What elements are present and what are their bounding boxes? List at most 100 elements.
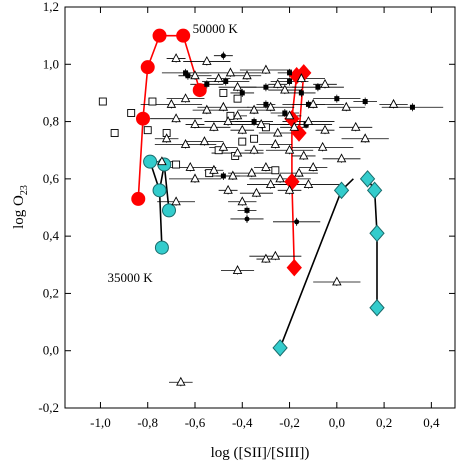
open-square-point	[110, 129, 119, 137]
open-triangle-point	[296, 73, 307, 83]
open-triangle-point	[209, 121, 219, 131]
open-square-point	[250, 134, 259, 143]
open-triangle-point	[202, 55, 212, 65]
open-triangle-point	[256, 118, 266, 128]
open-triangle-point	[270, 250, 281, 260]
open-triangle-point	[360, 133, 370, 143]
open-triangle-point	[185, 161, 196, 171]
model-point-diamond	[333, 181, 350, 200]
filled-square-point	[409, 104, 415, 110]
open-triangle-point	[180, 139, 191, 148]
data-points	[98, 28, 444, 387]
open-triangle-point	[261, 161, 271, 171]
open-triangle-point	[298, 150, 309, 160]
model-point-circle	[131, 191, 146, 206]
model-point-diamond	[366, 181, 383, 200]
open-square-point	[127, 109, 136, 117]
model-line	[366, 178, 378, 308]
model-point-diamond	[369, 298, 385, 317]
open-triangle-point	[223, 184, 233, 194]
open-triangle-point	[317, 141, 328, 151]
open-triangle-point	[350, 121, 361, 131]
filled-square-point	[223, 78, 229, 84]
open-triangle-point	[232, 265, 243, 274]
x-tick-label: 0,2	[376, 415, 392, 430]
model-line	[137, 34, 201, 199]
open-triangle-point	[176, 376, 186, 386]
open-triangle-point	[202, 104, 212, 114]
filled-square-point	[334, 96, 340, 102]
open-triangle-point	[265, 179, 276, 189]
open-triangle-point	[320, 124, 330, 134]
open-triangle-point	[237, 196, 248, 206]
model-point-diamond	[272, 339, 288, 357]
filled-square-point	[251, 119, 257, 125]
open-triangle-point	[272, 127, 283, 137]
open-square-point	[219, 88, 228, 97]
open-triangle-point	[218, 101, 229, 111]
y-tick-label: 0,2	[43, 285, 59, 300]
model-point-circle	[140, 60, 155, 75]
x-tick-label: -0,2	[279, 415, 300, 430]
open-triangle-point	[171, 196, 181, 206]
open-triangle-point	[190, 173, 200, 183]
x-tick-label: -0,4	[232, 415, 253, 430]
filled-square-point	[204, 81, 210, 87]
open-triangle-point	[209, 164, 219, 174]
filled-square-point	[263, 101, 269, 107]
open-triangle-point	[199, 136, 210, 146]
open-triangle-point	[171, 113, 181, 123]
model-point-circle	[176, 28, 191, 43]
open-triangle-point	[232, 110, 243, 120]
filled-circle-point	[244, 216, 250, 222]
model-point-circle	[152, 28, 167, 43]
filled-square-point	[220, 173, 226, 179]
open-triangle-point	[232, 147, 243, 157]
open-triangle-point	[332, 276, 342, 286]
open-square-point	[233, 94, 242, 103]
open-triangle-point	[284, 184, 295, 194]
y-tick-label: 0,0	[43, 343, 59, 358]
open-triangle-point	[190, 70, 200, 80]
y-tick-label: 1,2	[43, 0, 59, 14]
open-triangle-point	[180, 93, 191, 103]
open-triangle-point	[213, 73, 224, 83]
x-tick-label: -0,8	[137, 415, 158, 430]
filled-square-point	[263, 84, 269, 90]
open-triangle-point	[190, 118, 200, 128]
temperature-annotation: 50000 K	[193, 21, 239, 36]
open-triangle-point	[237, 124, 248, 134]
axis-ticks: -1,0 -0,8 -0,6 -0,4 -0,2 0,0 0,2 0,4 -0,2 0,0 0,2 0…	[38, 0, 455, 430]
open-triangle-point	[320, 78, 330, 88]
model-point-circle	[192, 83, 207, 98]
filled-square-point	[287, 78, 293, 84]
open-square-point	[226, 111, 235, 120]
filled-square-point	[362, 99, 368, 105]
filled-square-point	[183, 70, 189, 76]
y-tick-label: 0,4	[43, 228, 60, 243]
open-triangle-point	[251, 187, 262, 197]
open-square-point	[143, 126, 152, 135]
y-tick-label: 0,6	[43, 171, 60, 186]
open-triangle-point	[218, 141, 229, 151]
axis-labels: log ([SII]/[SIII]) log O23	[11, 185, 309, 461]
open-triangle-point	[166, 98, 177, 108]
open-triangle-point	[388, 98, 399, 108]
open-triangle-point	[303, 116, 314, 126]
open-triangle-point	[246, 167, 257, 177]
filled-circle-point	[220, 53, 226, 59]
open-triangle-point	[249, 144, 259, 154]
filled-square-point	[282, 110, 288, 116]
open-triangle-point	[272, 78, 283, 88]
y-tick-label: -0,2	[38, 400, 59, 415]
y-tick-label: 0,8	[43, 114, 59, 129]
open-triangle-point	[261, 253, 271, 263]
open-square-point	[148, 97, 157, 106]
filled-circle-point	[294, 219, 300, 225]
model-point-circle	[154, 240, 169, 255]
open-triangle-point	[157, 156, 167, 166]
y-axis-label: log O23	[11, 185, 30, 229]
x-axis-label: log ([SII]/[SIII])	[211, 445, 310, 461]
